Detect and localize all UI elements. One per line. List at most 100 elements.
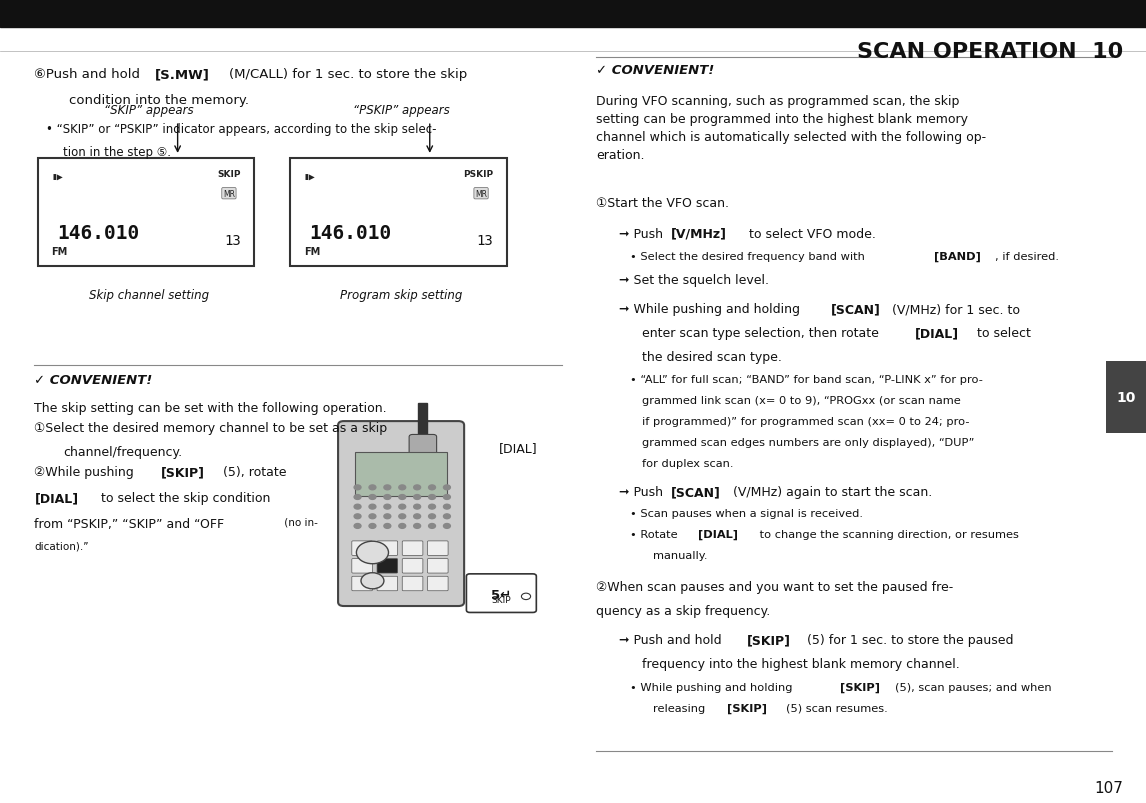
Circle shape [414,514,421,519]
Circle shape [429,495,435,499]
Text: ①Select the desired memory channel to be set as a skip: ①Select the desired memory channel to be… [34,422,387,434]
Text: FM: FM [52,247,68,257]
Text: to select: to select [973,327,1031,340]
FancyBboxPatch shape [352,559,372,573]
Circle shape [444,524,450,528]
FancyBboxPatch shape [418,404,427,452]
Circle shape [369,485,376,490]
Text: channel/frequency.: channel/frequency. [63,446,182,459]
Text: ➞ Set the squelch level.: ➞ Set the squelch level. [619,274,769,287]
Text: [SCAN]: [SCAN] [670,486,721,499]
Circle shape [444,485,450,490]
Text: (M/CALL) for 1 sec. to store the skip: (M/CALL) for 1 sec. to store the skip [229,68,468,81]
Text: manually.: manually. [653,550,708,560]
Circle shape [384,504,391,509]
Text: dication).”: dication).” [34,541,89,551]
Bar [0,0,1146,28]
Circle shape [429,514,435,519]
Text: to select VFO mode.: to select VFO mode. [745,227,876,240]
Circle shape [354,495,361,499]
Text: MR: MR [223,190,235,198]
FancyBboxPatch shape [466,574,536,613]
Text: (5), scan pauses; and when: (5), scan pauses; and when [895,682,1052,691]
Text: 146.010: 146.010 [309,223,392,243]
Text: the desired scan type.: the desired scan type. [642,351,782,364]
FancyBboxPatch shape [38,159,254,267]
Circle shape [399,495,406,499]
Text: Skip channel setting: Skip channel setting [89,289,209,302]
Text: FM: FM [304,247,320,257]
Text: [DIAL]: [DIAL] [34,491,79,504]
Text: [SKIP]: [SKIP] [160,466,204,479]
Text: [BAND]: [BAND] [934,251,981,262]
Text: (5) for 1 sec. to store the paused: (5) for 1 sec. to store the paused [807,634,1013,646]
Text: • While pushing and holding: • While pushing and holding [630,682,796,691]
Text: condition into the memory.: condition into the memory. [69,94,249,107]
FancyBboxPatch shape [290,159,507,267]
Text: (V/MHz) for 1 sec. to: (V/MHz) for 1 sec. to [892,303,1020,316]
Text: ①Start the VFO scan.: ①Start the VFO scan. [596,197,729,210]
Text: grammed link scan (x= 0 to 9), “PROGxx (or scan name: grammed link scan (x= 0 to 9), “PROGxx (… [642,396,960,406]
Text: (5), rotate: (5), rotate [223,466,286,479]
Text: [DIAL]: [DIAL] [499,442,537,454]
FancyBboxPatch shape [377,559,398,573]
Text: SCAN OPERATION  10: SCAN OPERATION 10 [857,42,1123,62]
Text: “PSKIP” appears: “PSKIP” appears [353,104,449,116]
Circle shape [444,495,450,499]
Text: ▮▶: ▮▶ [304,173,315,182]
Circle shape [414,485,421,490]
Text: 13: 13 [223,234,241,248]
Circle shape [399,485,406,490]
Text: for duplex scan.: for duplex scan. [642,459,733,468]
Text: ✓ CONVENIENT!: ✓ CONVENIENT! [34,373,152,386]
Text: to change the scanning direction, or resumes: to change the scanning direction, or res… [756,529,1019,539]
Circle shape [429,524,435,528]
Circle shape [354,514,361,519]
Text: SKIP: SKIP [217,170,241,179]
Text: [DIAL]: [DIAL] [698,529,738,540]
Text: “SKIP” appears: “SKIP” appears [104,104,194,116]
Text: [SKIP]: [SKIP] [840,682,880,692]
Circle shape [354,485,361,490]
Text: MR: MR [476,190,487,198]
Text: tion in the step ⑤.: tion in the step ⑤. [63,145,171,158]
Text: [SKIP]: [SKIP] [727,703,767,713]
Circle shape [384,485,391,490]
Text: [DIAL]: [DIAL] [915,327,959,340]
Text: 5↵: 5↵ [492,588,511,601]
Text: ➞ While pushing and holding: ➞ While pushing and holding [619,303,803,316]
Text: if programmed)” for programmed scan (xx= 0 to 24; pro-: if programmed)” for programmed scan (xx=… [642,417,970,426]
Text: to select the skip condition: to select the skip condition [97,491,270,504]
FancyBboxPatch shape [338,422,464,606]
Circle shape [414,524,421,528]
Text: • “SKIP” or “PSKIP” indicator appears, according to the skip selec-: • “SKIP” or “PSKIP” indicator appears, a… [46,123,437,136]
Circle shape [399,524,406,528]
FancyBboxPatch shape [402,577,423,591]
Circle shape [399,514,406,519]
Text: • Scan pauses when a signal is received.: • Scan pauses when a signal is received. [630,508,863,518]
Circle shape [444,504,450,509]
Text: • Rotate: • Rotate [630,529,682,539]
Text: (V/MHz) again to start the scan.: (V/MHz) again to start the scan. [733,486,933,499]
FancyBboxPatch shape [352,577,372,591]
Text: 146.010: 146.010 [57,223,140,243]
FancyBboxPatch shape [402,541,423,556]
Text: ②While pushing: ②While pushing [34,466,139,479]
Text: 107: 107 [1094,780,1123,795]
FancyBboxPatch shape [427,541,448,556]
FancyBboxPatch shape [402,559,423,573]
Circle shape [429,504,435,509]
Circle shape [384,514,391,519]
Text: from “PSKIP,” “SKIP” and “OFF: from “PSKIP,” “SKIP” and “OFF [34,517,225,530]
Circle shape [361,573,384,589]
Text: • “ALL” for full scan; “BAND” for band scan, “P-LINK x” for pro-: • “ALL” for full scan; “BAND” for band s… [630,375,983,385]
FancyBboxPatch shape [427,577,448,591]
Text: ▮▶: ▮▶ [52,173,63,182]
Text: The skip setting can be set with the following operation.: The skip setting can be set with the fol… [34,402,387,414]
Circle shape [354,504,361,509]
Text: Program skip setting: Program skip setting [340,289,462,302]
FancyBboxPatch shape [1106,361,1146,434]
Text: frequency into the highest blank memory channel.: frequency into the highest blank memory … [642,658,959,671]
Text: [V/MHz]: [V/MHz] [670,227,727,240]
Text: ⑥Push and hold: ⑥Push and hold [34,68,144,81]
